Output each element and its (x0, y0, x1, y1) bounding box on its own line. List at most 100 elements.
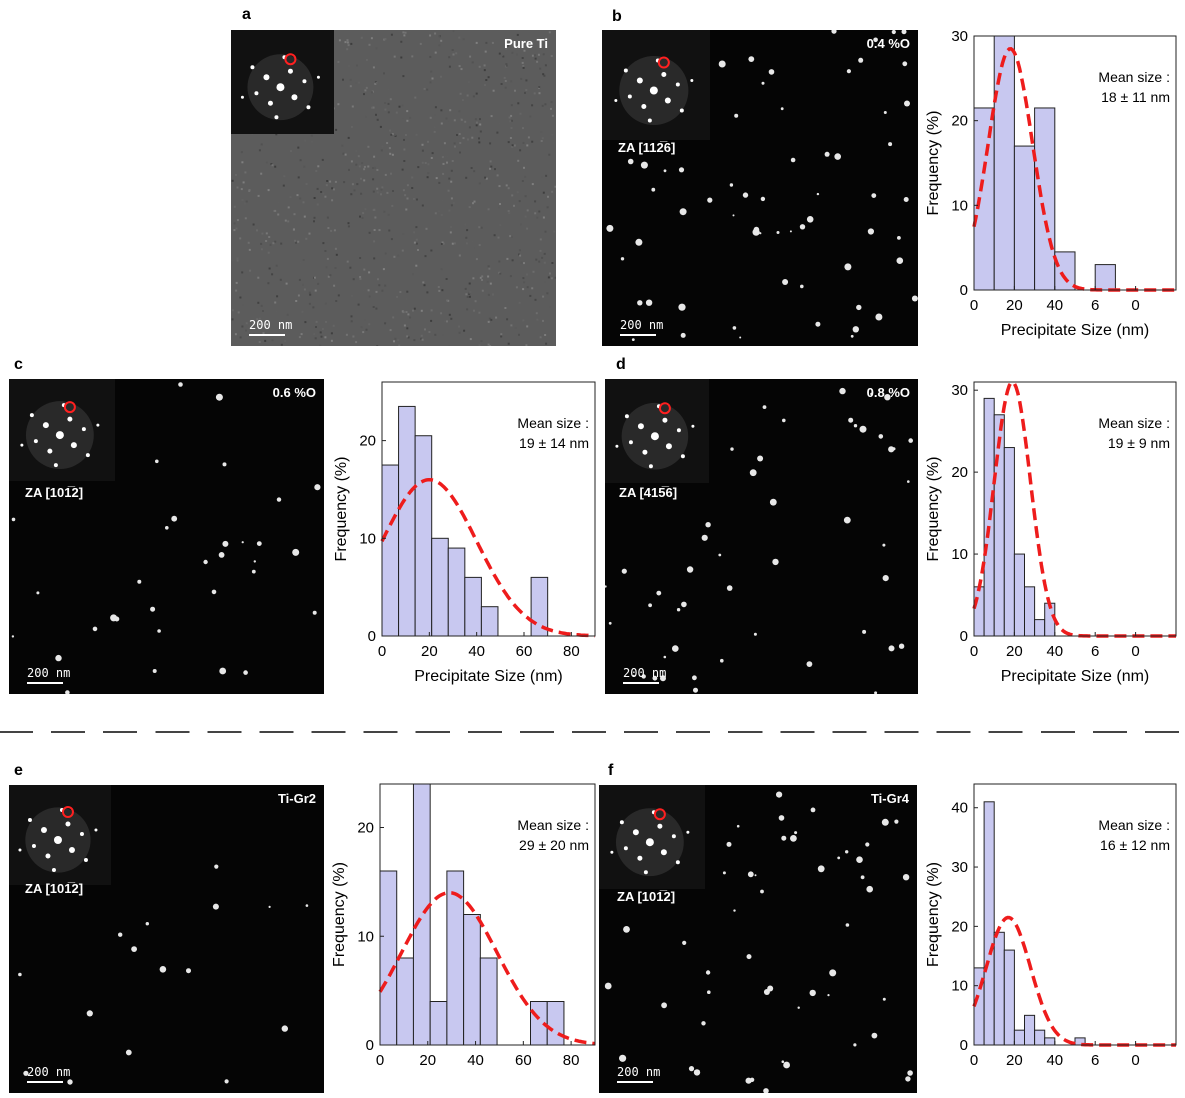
noise-speck (268, 236, 270, 238)
precipitate-particle (860, 426, 867, 433)
noise-speck (402, 31, 404, 33)
noise-speck (248, 242, 250, 244)
noise-speck (448, 178, 450, 180)
diffraction-spot (288, 69, 293, 74)
precipitate-particle (656, 591, 661, 596)
noise-speck (325, 321, 327, 323)
noise-speck (301, 333, 303, 335)
zone-axis-f: ZA [101̅2] (617, 889, 675, 904)
noise-speck (417, 249, 419, 251)
noise-speck (315, 290, 317, 292)
diffraction-spot (644, 870, 648, 874)
noise-speck (515, 327, 517, 329)
noise-speck (508, 212, 510, 214)
noise-speck (301, 311, 303, 313)
noise-speck (317, 204, 319, 206)
panel-letter-f: f (608, 762, 613, 780)
noise-speck (286, 283, 288, 285)
noise-speck (239, 237, 241, 239)
precipitate-particle (783, 1062, 790, 1069)
noise-speck (511, 194, 513, 196)
noise-speck (335, 267, 337, 269)
histogram-bar (1035, 620, 1045, 636)
diffraction-spot (32, 844, 36, 848)
x-axis-label: Precipitate Size (nm) (1001, 322, 1150, 339)
noise-speck (309, 294, 311, 296)
noise-speck (545, 175, 547, 177)
noise-speck (522, 277, 524, 279)
noise-speck (466, 242, 468, 244)
noise-speck (376, 47, 378, 49)
noise-speck (453, 202, 455, 204)
noise-speck (254, 246, 256, 248)
noise-speck (520, 78, 522, 80)
noise-speck (422, 205, 424, 207)
x-tick-label: 40 (1046, 1052, 1063, 1069)
noise-speck (297, 241, 299, 243)
noise-speck (335, 181, 337, 183)
noise-speck (467, 139, 469, 141)
noise-speck (453, 30, 455, 32)
noise-speck (369, 44, 371, 46)
noise-speck (485, 42, 487, 44)
noise-speck (359, 278, 361, 280)
precipitate-particle (748, 871, 754, 877)
noise-speck (488, 265, 490, 267)
noise-speck (237, 187, 239, 189)
noise-speck (371, 91, 373, 93)
precipitate-particle (646, 300, 652, 306)
noise-speck (385, 174, 387, 176)
noise-speck (518, 334, 520, 336)
noise-speck (442, 173, 444, 175)
noise-speck (488, 294, 490, 296)
noise-speck (450, 231, 452, 233)
precipitate-particle (212, 590, 217, 595)
precipitate-particle (720, 659, 724, 663)
noise-speck (258, 195, 260, 197)
noise-speck (462, 99, 464, 101)
noise-speck (423, 38, 425, 40)
noise-speck (512, 144, 514, 146)
noise-speck (488, 321, 490, 323)
noise-speck (490, 166, 492, 168)
noise-speck (312, 306, 314, 308)
noise-speck (441, 123, 443, 125)
noise-speck (371, 37, 373, 39)
noise-speck (427, 163, 429, 165)
noise-speck (461, 119, 463, 121)
precipitate-particle (872, 1033, 878, 1039)
histogram-bar (432, 538, 449, 636)
noise-speck (519, 149, 521, 151)
diffraction-spot (649, 464, 653, 468)
noise-speck (240, 336, 242, 338)
noise-speck (514, 145, 516, 147)
noise-speck (373, 240, 375, 242)
noise-speck (413, 231, 415, 233)
noise-speck (500, 333, 502, 335)
noise-speck (425, 255, 427, 257)
tem-image-b: ZA [112̅6] 0.4 %O 200 nm (602, 30, 918, 346)
noise-speck (245, 217, 247, 219)
precipitate-particle (897, 257, 904, 264)
noise-speck (389, 147, 391, 149)
noise-speck (432, 152, 434, 154)
noise-speck (514, 90, 516, 92)
noise-speck (338, 37, 340, 39)
diffraction-spot (84, 858, 88, 862)
noise-speck (525, 344, 527, 346)
noise-speck (368, 323, 370, 325)
noise-speck (311, 135, 313, 137)
precipitate-particle (87, 1010, 93, 1016)
noise-speck (359, 216, 361, 218)
histogram-bar (1095, 265, 1115, 290)
noise-speck (335, 300, 337, 302)
noise-speck (461, 68, 463, 70)
noise-speck (459, 152, 461, 154)
precipitate-particle (794, 831, 797, 834)
histogram-bar (1055, 252, 1075, 290)
noise-speck (551, 191, 553, 193)
noise-speck (362, 331, 364, 333)
noise-speck (390, 98, 392, 100)
noise-speck (313, 220, 315, 222)
noise-speck (315, 326, 317, 328)
